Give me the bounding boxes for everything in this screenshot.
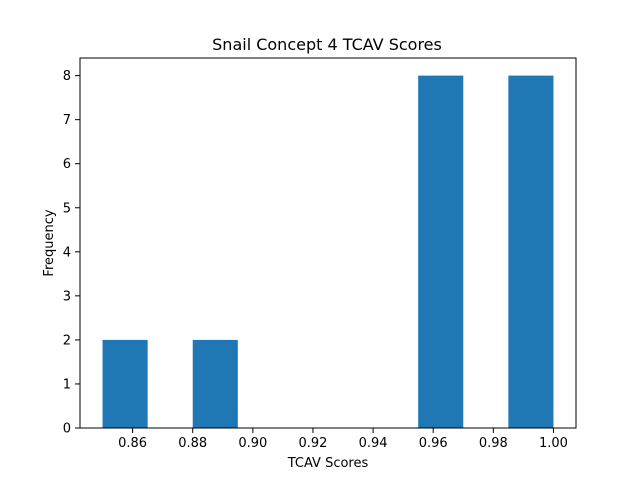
y-tick-label: 5	[63, 201, 71, 216]
y-axis: 0 1 2 3 4 5 6 7 8	[63, 69, 80, 437]
x-tick-label: 0.98	[479, 436, 508, 451]
x-tick-label: 0.92	[298, 436, 327, 451]
y-tick-label: 2	[63, 333, 71, 348]
x-axis: 0.86 0.88 0.90 0.92 0.94 0.96 0.98 1.00	[118, 428, 568, 451]
histogram-bar	[192, 339, 238, 428]
y-tick-label: 0	[63, 422, 71, 437]
x-axis-label: TCAV Scores	[287, 456, 369, 471]
y-tick-label: 6	[63, 157, 71, 172]
y-tick-label: 3	[63, 289, 71, 304]
histogram-bar	[508, 75, 554, 428]
y-tick-label: 1	[63, 377, 71, 392]
y-tick-label: 7	[63, 113, 71, 128]
x-tick-label: 1.00	[539, 436, 568, 451]
x-tick-label: 0.86	[118, 436, 147, 451]
y-tick-label: 8	[63, 69, 71, 84]
histogram-bar	[102, 339, 148, 428]
y-axis-label: Frequency	[42, 209, 57, 276]
x-tick-label: 0.88	[178, 436, 207, 451]
x-tick-label: 0.94	[359, 436, 388, 451]
chart-title: Snail Concept 4 TCAV Scores	[212, 35, 442, 54]
histogram-bar	[418, 75, 464, 428]
plot-frame	[79, 57, 577, 429]
y-tick-label: 4	[63, 245, 71, 260]
x-tick-label: 0.90	[238, 436, 267, 451]
x-tick-label: 0.96	[419, 436, 448, 451]
bars-group	[102, 75, 554, 428]
